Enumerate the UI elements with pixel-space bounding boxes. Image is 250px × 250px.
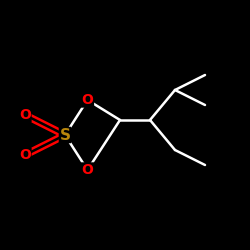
Text: S: S xyxy=(60,128,70,142)
Text: O: O xyxy=(19,148,31,162)
Text: O: O xyxy=(82,163,94,177)
Text: O: O xyxy=(19,108,31,122)
Text: O: O xyxy=(82,93,94,107)
